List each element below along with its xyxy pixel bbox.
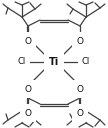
Text: Cl: Cl — [82, 57, 90, 67]
Text: O: O — [76, 109, 83, 118]
Text: O: O — [25, 84, 32, 93]
Text: O: O — [76, 36, 83, 45]
Text: O: O — [25, 109, 32, 118]
Text: O: O — [25, 36, 32, 45]
Text: O: O — [76, 84, 83, 93]
Text: Ti: Ti — [49, 57, 59, 67]
Text: Cl: Cl — [18, 57, 26, 67]
